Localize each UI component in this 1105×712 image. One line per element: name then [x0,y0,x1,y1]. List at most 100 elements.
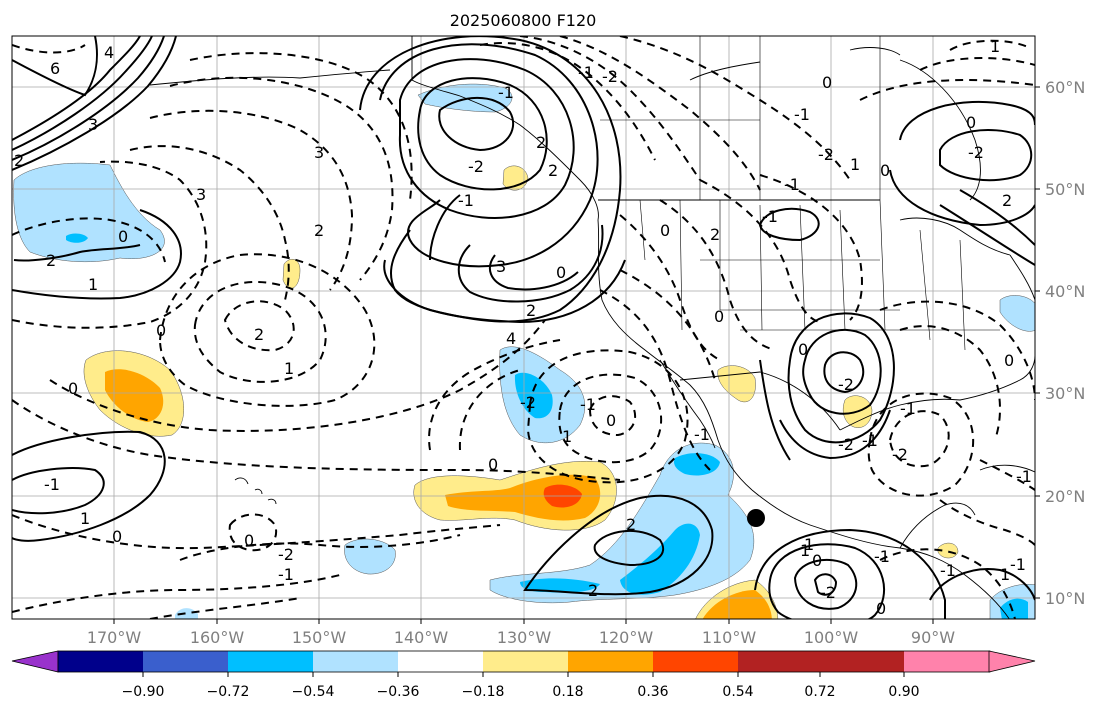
contour-dashed [193,280,327,383]
lon-label: 150°W [292,628,347,647]
contour-dashed [759,174,863,321]
contour-solid [959,189,1035,246]
contour-dashed [979,459,1035,491]
fill-light-blue [344,538,396,575]
contour-label: 2 [46,251,56,270]
contour-dashed [659,199,776,351]
contour-label: 0 [488,455,498,474]
contour-dashed [179,534,461,561]
contour-dashed [12,217,166,263]
colorbar-tick-label: −0.18 [462,684,505,700]
contour-solid [417,77,548,191]
fill-orange [702,590,772,619]
contour-label: -1 [578,63,594,82]
contour-label: 0 [556,263,566,282]
contour-label: -1 [1016,467,1032,486]
colorbar: −0.90 −0.72 −0.54 −0.36 −0.18 0.18 0.36 … [11,650,1036,700]
contour-label: 0 [68,379,78,398]
lat-label: 50°N [1045,180,1085,199]
colorbar-tick-label: 0.36 [637,684,668,700]
contour-label: 2 [526,301,536,320]
fill-deep-blue [66,233,88,243]
great-lakes [899,217,1011,256]
lon-axis: 170°W 160°W 150°W 140°W 130°W 120°W 110°… [87,619,955,647]
contour-solid [438,96,515,152]
lat-label: 40°N [1045,282,1085,301]
gridlines [12,36,1035,619]
alaska-coast [411,36,599,221]
contour-label: -1 [794,105,810,124]
contour-dashed [619,214,721,361]
fill-light-blue [175,608,198,619]
contour-solid [12,36,141,141]
figure-title: 2025060800 F120 [450,11,597,30]
mexico-coast [751,489,1010,619]
location-marker [747,509,765,527]
contour-dashed [12,44,86,54]
contour-dashed [519,36,701,181]
colorbar-tick-label: −0.72 [207,684,250,700]
contour-solid [758,207,820,242]
cuba [979,464,1035,473]
contour-label: -2 [892,445,908,464]
lat-label: 30°N [1045,384,1085,403]
contour-label: 0 [1004,351,1014,370]
contour-dashed [879,300,1035,401]
lat-axis: 60°N 50°N 40°N 30°N 20°N 10°N [1035,78,1085,608]
contour-label: 4 [104,43,114,62]
contour-label: -1 [874,547,890,566]
contour-solid [899,101,1035,141]
contour-label: -1 [498,83,514,102]
contour-dashed [228,513,278,552]
contour-label: 0 [880,161,890,180]
contour-label: 0 [966,113,976,132]
contour-label: -2 [838,435,854,454]
contour-dashed [619,269,716,381]
colorbar-segment [568,651,654,672]
contour-label: -2 [468,157,484,176]
colorbar-segment [653,651,739,672]
contour-label: 4 [506,329,516,348]
colorbar-segment [228,651,314,672]
fill-deep-blue [1000,598,1028,619]
fill-light-blue [999,295,1035,332]
contour-label: 3 [196,185,206,204]
colorbar-segment [398,651,484,672]
fill-light-yellow [282,258,301,289]
lon-label: 100°W [804,628,859,647]
contour-dashed [149,597,301,619]
contour-label: -1 [862,431,878,450]
contour-solid [398,58,575,219]
contour-solid [754,528,946,619]
contour-dashed [189,52,413,201]
colorbar-right-extension [988,650,1036,673]
contour-label: 1 [1000,565,1010,584]
contour-dashed [129,145,290,301]
contour-label: -2 [818,145,834,164]
contour-label: 0 [822,73,832,92]
contour-dashed [699,179,821,323]
contour-label: 1 [562,427,572,446]
contour-solid [768,543,885,619]
fill-orange [105,369,164,422]
contour-labels: 6 4 3 2 3 0 2 1 0 2 2 3 1 0 -1 1 0 0 -2 … [14,37,1032,618]
gulf-coast [839,354,1035,431]
contour-dashed [879,548,1016,619]
contour-label: 2 [588,581,598,600]
state-lines [639,199,1000,351]
contour-label: 2 [710,225,720,244]
contour-dashed [223,300,295,352]
hudson-bay [899,59,981,201]
hawaii [234,477,277,505]
contour-solid [12,36,177,171]
contour-solid [793,558,858,610]
contour-solid [939,204,1035,266]
colorbar-tick-label: 0.18 [552,684,583,700]
contour-dashed [867,392,975,497]
lon-label: 110°W [702,628,757,647]
contour-solid [823,351,865,394]
contour-label: 0 [112,527,122,546]
lat-label: 60°N [1045,78,1085,97]
lon-label: 160°W [190,628,245,647]
